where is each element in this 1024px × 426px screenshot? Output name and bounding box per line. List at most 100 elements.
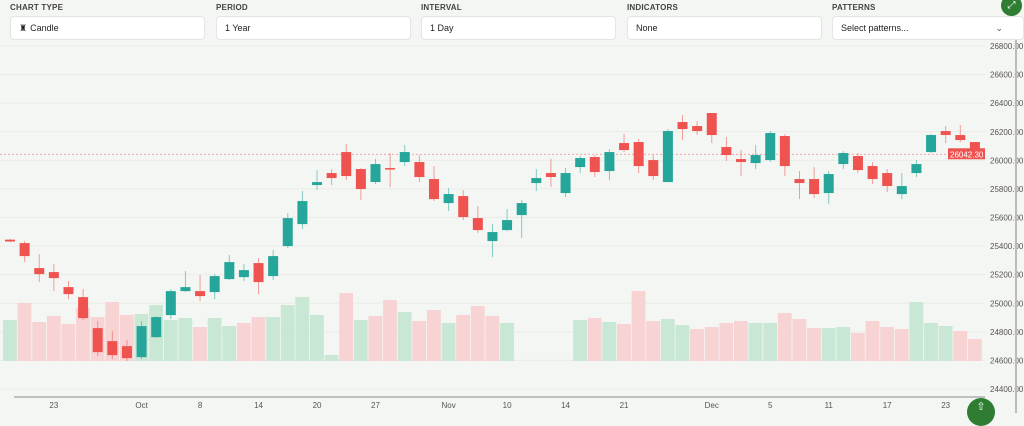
candle-down xyxy=(121,346,132,359)
chart-type-select[interactable]: ♜ Candle xyxy=(10,16,205,40)
candle-down xyxy=(48,272,59,279)
volume-bar xyxy=(631,291,646,361)
y-tick-label: 26200.00 xyxy=(990,128,1024,137)
volume-bar xyxy=(894,329,909,361)
candle-down xyxy=(940,131,951,136)
candle-up xyxy=(136,326,147,358)
candle-up xyxy=(487,232,498,242)
candle-up xyxy=(838,153,849,165)
volume-bar xyxy=(17,303,32,361)
x-tick-label: 17 xyxy=(883,401,892,410)
volume-bar xyxy=(207,318,222,361)
x-tick-label: Dec xyxy=(705,401,719,410)
y-tick-label: 25800.00 xyxy=(990,185,1024,194)
candle-down xyxy=(969,142,980,155)
period-value: 1 Year xyxy=(225,23,251,33)
candle-down xyxy=(882,173,893,187)
arrow-up-icon: ⇧ xyxy=(976,401,986,413)
y-tick-label: 24600.00 xyxy=(990,356,1024,365)
candle-up xyxy=(765,133,776,161)
x-tick-label: 5 xyxy=(768,401,773,410)
chart-type-label: CHART TYPE xyxy=(10,3,64,12)
chevron-down-icon: ⌄ xyxy=(995,23,1003,33)
candle-up xyxy=(165,291,176,316)
volume-bar xyxy=(690,329,704,361)
candle-up xyxy=(560,173,571,194)
y-tick-label: 25600.00 xyxy=(990,214,1024,223)
x-tick-label: 23 xyxy=(941,401,950,410)
volume-bar xyxy=(251,317,266,361)
volume-bar xyxy=(807,328,821,361)
candle-down xyxy=(589,157,600,173)
candle-icon: ♜ xyxy=(19,22,28,33)
volume-bar xyxy=(953,331,968,361)
x-tick-label: 11 xyxy=(825,401,834,410)
volume-bar xyxy=(61,324,76,361)
patterns-select[interactable]: Select patterns... ⌄ xyxy=(832,16,1024,40)
volume-bar xyxy=(426,310,441,361)
y-tick-label: 26000.00 xyxy=(990,156,1024,165)
patterns-placeholder: Select patterns... xyxy=(841,23,909,33)
volume-bar xyxy=(763,323,778,361)
candle-up xyxy=(268,256,279,277)
volume-bar xyxy=(675,325,690,361)
candle-down xyxy=(5,239,15,242)
last-price-badge xyxy=(948,148,985,160)
candle-up xyxy=(297,201,308,225)
volume-bar xyxy=(193,327,207,361)
x-tick-label: 21 xyxy=(620,401,629,410)
volume-bar xyxy=(646,321,661,361)
interval-value: 1 Day xyxy=(430,23,454,33)
y-tick-label: 26600.00 xyxy=(990,71,1024,80)
volume-bar xyxy=(324,355,339,361)
volume-bar xyxy=(266,317,280,361)
candle-down xyxy=(326,173,337,179)
candle-down xyxy=(794,179,805,184)
indicators-label: INDICATORS xyxy=(627,3,679,12)
x-tick-label: 27 xyxy=(371,401,380,410)
scroll-top-button[interactable]: ⇧ xyxy=(967,398,995,426)
candle-up xyxy=(502,220,513,231)
volume-bar xyxy=(412,321,427,361)
chart-type-value: Candle xyxy=(30,23,59,33)
candle-down xyxy=(472,218,483,231)
candle-down xyxy=(852,156,863,171)
volume-bar xyxy=(163,320,178,361)
candle-up xyxy=(180,287,191,292)
candle-up xyxy=(443,194,454,204)
expand-icon[interactable]: ⤢ xyxy=(1001,0,1022,16)
candle-down xyxy=(78,297,89,319)
volume-bar xyxy=(660,319,675,361)
candle-up xyxy=(911,164,922,174)
candle-down xyxy=(677,122,688,130)
period-select[interactable]: 1 Year xyxy=(216,16,411,40)
volume-bar xyxy=(383,300,397,361)
candle-up xyxy=(662,131,673,183)
candle-up xyxy=(531,178,542,184)
interval-select[interactable]: 1 Day xyxy=(421,16,616,40)
candle-down xyxy=(648,160,659,177)
candle-up xyxy=(575,158,586,168)
volume-bar xyxy=(734,321,748,361)
x-tick-label: 8 xyxy=(198,401,203,410)
y-tick-label: 25000.00 xyxy=(990,299,1024,308)
candle-down xyxy=(195,291,206,297)
volume-bar xyxy=(32,322,47,361)
x-tick-label: 20 xyxy=(313,401,322,410)
candle-up xyxy=(370,164,381,183)
x-tick-label: 23 xyxy=(49,401,58,410)
indicators-select[interactable]: None xyxy=(627,16,822,40)
candle-down xyxy=(63,287,74,295)
volume-bar xyxy=(704,327,719,361)
y-tick-label: 24800.00 xyxy=(990,328,1024,337)
volume-bar xyxy=(456,315,471,361)
volume-bar xyxy=(353,320,368,361)
candle-up xyxy=(312,182,323,186)
candle-down xyxy=(692,126,703,132)
volume-bar xyxy=(967,339,982,361)
candle-up xyxy=(516,203,527,216)
candlestick-chart[interactable]: 26800.00 26600.00 26400.00 26200.00 26000.00… xyxy=(0,0,1024,413)
y-tick-label: 25200.00 xyxy=(990,271,1024,280)
candle-down xyxy=(428,179,439,200)
volume-bar xyxy=(602,322,617,361)
